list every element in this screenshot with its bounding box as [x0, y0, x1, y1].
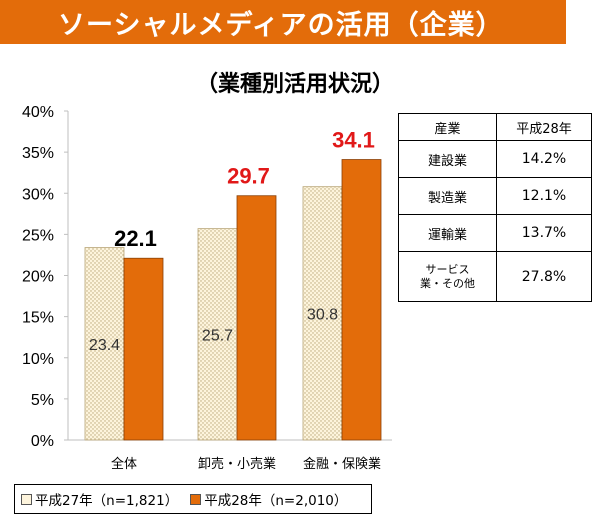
bar-h28: [236, 195, 277, 441]
y-tick-label: 10%: [22, 351, 54, 368]
title-banner: ソーシャルメディアの活用（企業）: [0, 0, 566, 44]
table-cell-value: 12.1%: [496, 177, 592, 215]
legend-swatch-h27: [21, 493, 32, 505]
y-tick-label: 20%: [22, 269, 54, 286]
legend-item-h27: 平成27年（n=1,821）: [21, 489, 178, 509]
bar-h27: [302, 186, 343, 441]
data-label-h28: 29.7: [227, 164, 270, 189]
table-cell-value: 13.7%: [496, 214, 592, 252]
bar-h27: [197, 228, 238, 441]
chart-subtitle: （業種別活用状況）: [196, 72, 395, 97]
legend-item-h28: 平成28年（n=2,010）: [190, 489, 347, 509]
legend-swatch-h28: [190, 493, 202, 505]
table-row: 製造業 12.1%: [398, 177, 592, 215]
y-tick-label: 5%: [31, 392, 54, 409]
table-row: 運輸業 13.7%: [398, 214, 592, 252]
industry-table: 産業 平成28年 建設業 14.2% 製造業 12.1% 運輸業 13.7% サ…: [398, 113, 592, 302]
table-cell-industry: 製造業: [398, 177, 497, 215]
table-row: 建設業 14.2%: [398, 140, 592, 178]
table-cell-industry: サービス 業・その他: [398, 251, 497, 302]
table-cell-industry-line1: サービス: [425, 262, 470, 276]
table-cell-industry: 建設業: [398, 140, 497, 178]
x-tick-label: 卸売・小売業: [198, 456, 276, 472]
x-tick-label: 全体: [111, 456, 137, 472]
table-row: サービス 業・その他 27.8%: [398, 251, 592, 302]
bar-h27: [84, 247, 125, 441]
data-label-h27: 23.4: [89, 337, 120, 354]
data-label-h28: 34.1: [332, 128, 375, 153]
table-cell-value: 27.8%: [496, 251, 592, 302]
data-label-h28: 22.1: [114, 226, 157, 251]
table-cell-industry-line2: 業・その他: [420, 276, 475, 290]
y-tick-label: 0%: [31, 433, 54, 450]
table-header-row: 産業 平成28年: [398, 113, 592, 141]
x-tick-label: 金融・保険業: [303, 456, 381, 472]
y-tick-label: 40%: [22, 104, 54, 121]
legend-label-h28: 平成28年（n=2,010）: [204, 493, 348, 509]
data-label-h27: 30.8: [307, 306, 338, 323]
data-label-h27: 25.7: [202, 327, 233, 344]
legend-label-h27: 平成27年（n=1,821）: [35, 493, 179, 509]
y-tick-label: 25%: [22, 227, 54, 244]
table-header-h28: 平成28年: [496, 113, 592, 141]
chart-legend: 平成27年（n=1,821） 平成28年（n=2,010）: [14, 484, 372, 514]
bar-h28: [123, 257, 164, 441]
table-header-industry: 産業: [398, 113, 497, 141]
bar-h28: [341, 159, 382, 441]
y-tick-label: 30%: [22, 186, 54, 203]
y-tick-label: 35%: [22, 145, 54, 162]
table-cell-value: 14.2%: [496, 140, 592, 178]
y-tick-label: 15%: [22, 310, 54, 327]
table-cell-industry: 運輸業: [398, 214, 497, 252]
page-title: ソーシャルメディアの活用（企業）: [58, 10, 504, 41]
